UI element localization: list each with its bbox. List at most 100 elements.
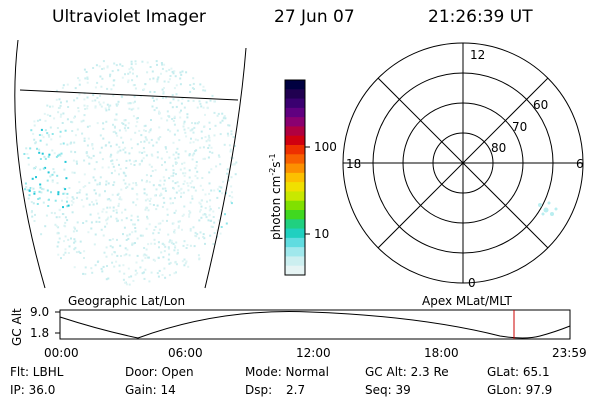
emission-pixel [112, 84, 115, 87]
emission-pixel [106, 66, 109, 69]
emission-pixel [42, 136, 45, 139]
emission-pixel [207, 156, 210, 159]
emission-pixel [120, 255, 122, 257]
emission-pixel [140, 134, 143, 137]
emission-pixel [153, 99, 155, 102]
emission-pixel [200, 137, 203, 140]
emission-pixel [74, 134, 77, 137]
emission-pixel [141, 272, 144, 275]
emission-pixel [218, 185, 221, 188]
emission-pixel [116, 103, 119, 106]
emission-pixel [158, 269, 161, 272]
emission-pixel [209, 199, 212, 202]
colorbar-cell [285, 135, 305, 146]
emission-pixel [142, 271, 145, 274]
emission-pixel [38, 197, 41, 200]
emission-pixel [232, 157, 234, 160]
emission-pixel [127, 126, 130, 129]
emission-pixel [78, 191, 81, 194]
emission-pixel [79, 189, 82, 191]
emission-pixel [198, 100, 201, 103]
emission-pixel [208, 214, 211, 217]
emission-pixel [142, 157, 145, 160]
emission-pixel [57, 226, 60, 229]
emission-pixel [177, 220, 180, 223]
emission-pixel [105, 109, 108, 112]
mlt-label-0: 0 [468, 276, 476, 290]
emission-pixel [190, 137, 192, 140]
emission-pixel [107, 166, 110, 169]
emission-pixel [50, 211, 53, 214]
emission-pixel [102, 101, 105, 104]
emission-pixel [141, 179, 143, 182]
emission-pixel [153, 238, 156, 241]
emission-pixel [156, 63, 158, 66]
emission-pixel [188, 215, 191, 218]
emission-pixel [210, 168, 213, 171]
emission-pixel [167, 80, 170, 83]
emission-pixel [170, 242, 173, 244]
emission-pixel [125, 253, 128, 256]
emission-pixel [172, 222, 175, 225]
emission-pixel [212, 243, 215, 245]
emission-pixel [94, 192, 97, 195]
emission-pixel [102, 137, 105, 140]
emission-pixel [158, 246, 160, 249]
emission-pixel [175, 241, 178, 244]
emission-pixel [149, 66, 152, 68]
emission-pixel [76, 162, 78, 165]
emission-pixel [225, 222, 228, 225]
emission-pixel [85, 152, 88, 155]
emission-pixel [202, 106, 205, 109]
emission-pixel [86, 125, 89, 128]
emission-pixel [140, 160, 143, 163]
emission-pixel [160, 251, 163, 254]
emission-pixel [41, 134, 44, 137]
emission-pixel [174, 261, 177, 264]
emission-pixel [77, 107, 80, 109]
emission-pixel [96, 260, 99, 263]
emission-pixel [135, 117, 138, 120]
emission-pixel [224, 213, 226, 216]
emission-pixel [163, 183, 165, 186]
emission-pixel [198, 121, 200, 124]
emission-pixel [32, 132, 35, 135]
colorbar-cell [285, 247, 305, 258]
colorbar-cell [285, 98, 305, 109]
emission-pixel [68, 245, 71, 248]
emission-pixel [86, 197, 89, 200]
emission-pixel [188, 176, 191, 179]
emission-pixel [132, 182, 135, 185]
emission-pixel [232, 136, 235, 138]
emission-pixel [107, 216, 110, 219]
emission-pixel [72, 197, 75, 200]
emission-pixel [163, 80, 166, 83]
emission-pixel [122, 264, 125, 267]
emission-pixel [129, 71, 132, 74]
emission-pixel [99, 176, 102, 179]
emission-pixel [30, 201, 33, 203]
emission-pixel [31, 215, 34, 218]
emission-pixel [110, 172, 113, 175]
emission-pixel [146, 61, 149, 64]
emission-pixel [40, 233, 43, 236]
emission-pixel [172, 98, 175, 101]
emission-pixel [194, 231, 197, 234]
emission-pixel [158, 110, 161, 113]
emission-pixel [104, 190, 106, 193]
emission-pixel [189, 182, 192, 185]
emission-pixel [152, 144, 155, 147]
emission-pixel [189, 244, 192, 247]
mlt-label-18: 18 [346, 157, 362, 171]
emission-pixel [93, 168, 96, 171]
colorbar-cell [285, 163, 305, 174]
emission-pixel [175, 93, 178, 96]
emission-pixel [219, 121, 222, 124]
emission-pixel [95, 161, 98, 164]
emission-pixel [101, 158, 104, 161]
emission-pixel [130, 163, 132, 165]
instrument-title: Ultraviolet Imager [52, 7, 206, 27]
emission-pixel [204, 207, 207, 210]
emission-pixel [167, 233, 170, 236]
emission-pixel [55, 225, 58, 228]
